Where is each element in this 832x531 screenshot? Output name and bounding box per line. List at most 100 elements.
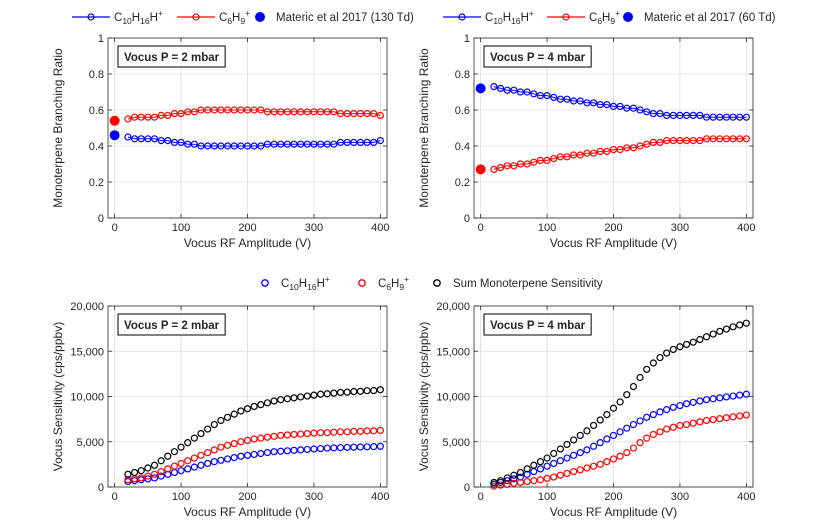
data-point — [550, 473, 558, 481]
data-point — [676, 343, 684, 351]
data-point — [682, 137, 691, 145]
data-point — [643, 434, 651, 442]
data-point — [603, 147, 611, 155]
y-tick-label: 0.4 — [89, 141, 104, 153]
data-point — [669, 345, 677, 354]
data-point — [536, 156, 545, 164]
data-point — [157, 472, 165, 480]
data-point — [363, 427, 371, 435]
data-point — [370, 138, 378, 146]
data-point — [603, 411, 611, 419]
data-point — [130, 468, 139, 477]
series-line — [493, 138, 747, 170]
y-tick-label: 5,000 — [76, 437, 104, 449]
legend-entry: C6H9+ — [358, 274, 409, 292]
data-point — [663, 406, 671, 414]
x-tick-label: 100 — [538, 491, 556, 503]
data-point — [144, 135, 152, 143]
data-point — [277, 140, 285, 148]
legend-entry: C10H16H+ — [443, 8, 534, 26]
series-4 — [109, 115, 120, 126]
data-point — [217, 142, 225, 150]
legend-entry: Materic et al 2017 (130 Td) — [255, 12, 414, 24]
data-point — [303, 108, 311, 116]
data-point — [157, 111, 165, 120]
data-point — [722, 135, 731, 143]
data-point — [336, 388, 345, 397]
data-point — [164, 465, 172, 473]
data-point — [263, 108, 272, 116]
y-tick-label: 0 — [464, 482, 470, 494]
data-point — [197, 451, 205, 459]
x-tick-label: 0 — [478, 491, 484, 503]
data-point — [250, 402, 258, 411]
data-point — [629, 382, 638, 391]
x-axis-label: Vocus RF Amplitude (V) — [550, 505, 677, 519]
data-point — [170, 138, 179, 146]
data-point — [350, 427, 358, 435]
data-point — [656, 353, 664, 362]
annotation-box — [483, 313, 592, 336]
data-point — [629, 144, 638, 152]
data-point — [124, 133, 132, 141]
data-point — [563, 95, 571, 103]
data-point — [589, 99, 598, 107]
data-point — [350, 443, 358, 451]
data-point — [204, 106, 212, 114]
data-point — [682, 400, 691, 408]
data-point — [257, 434, 265, 442]
x-tick-label: 200 — [604, 222, 622, 234]
data-point — [536, 91, 545, 100]
data-point — [576, 466, 584, 474]
legend-entry: C10H16H+ — [261, 274, 330, 292]
data-point — [636, 373, 644, 382]
annotation: Vocus P = 4 mbar — [483, 45, 592, 68]
legend-marker — [255, 12, 265, 22]
data-point — [503, 477, 511, 485]
series-3 — [490, 319, 750, 487]
series-3 — [109, 130, 120, 141]
legend-label: C10H16H+ — [485, 8, 534, 26]
data-point — [323, 108, 331, 116]
data-point — [223, 106, 232, 114]
data-point — [310, 140, 318, 148]
legend-entry: C10H16H+ — [72, 8, 163, 26]
data-point — [702, 416, 711, 425]
data-point — [270, 397, 278, 405]
data-point — [297, 430, 305, 438]
data-point — [736, 321, 744, 329]
y-tick-label: 20,000 — [436, 301, 470, 313]
data-point — [310, 391, 318, 399]
data-point — [583, 446, 591, 454]
data-point — [623, 144, 631, 152]
annotation: Vocus P = 2 mbar — [117, 313, 226, 336]
legend-entry: Materic et al 2017 (60 Td) — [623, 12, 776, 24]
data-point — [510, 475, 518, 483]
data-point — [197, 461, 205, 469]
data-point — [283, 140, 291, 148]
data-point — [709, 135, 717, 143]
legend-marker — [623, 12, 633, 22]
data-point — [310, 445, 318, 453]
data-point — [709, 415, 717, 424]
data-point — [643, 140, 651, 148]
series-line — [127, 109, 381, 120]
data-point — [696, 418, 704, 426]
data-point — [702, 113, 711, 121]
data-point — [563, 153, 571, 161]
data-point — [676, 111, 684, 120]
data-point — [350, 387, 358, 396]
data-point — [510, 471, 518, 479]
data-point — [297, 140, 305, 148]
data-point — [696, 335, 704, 344]
y-tick-label: 0 — [98, 213, 104, 225]
data-point — [263, 433, 272, 441]
data-point — [170, 109, 179, 118]
data-point — [204, 142, 212, 150]
legend-label: C6H9+ — [378, 274, 409, 292]
data-point — [223, 413, 232, 421]
data-point — [583, 464, 591, 472]
data-point — [603, 100, 611, 109]
data-point — [283, 431, 291, 439]
data-point — [290, 394, 298, 402]
